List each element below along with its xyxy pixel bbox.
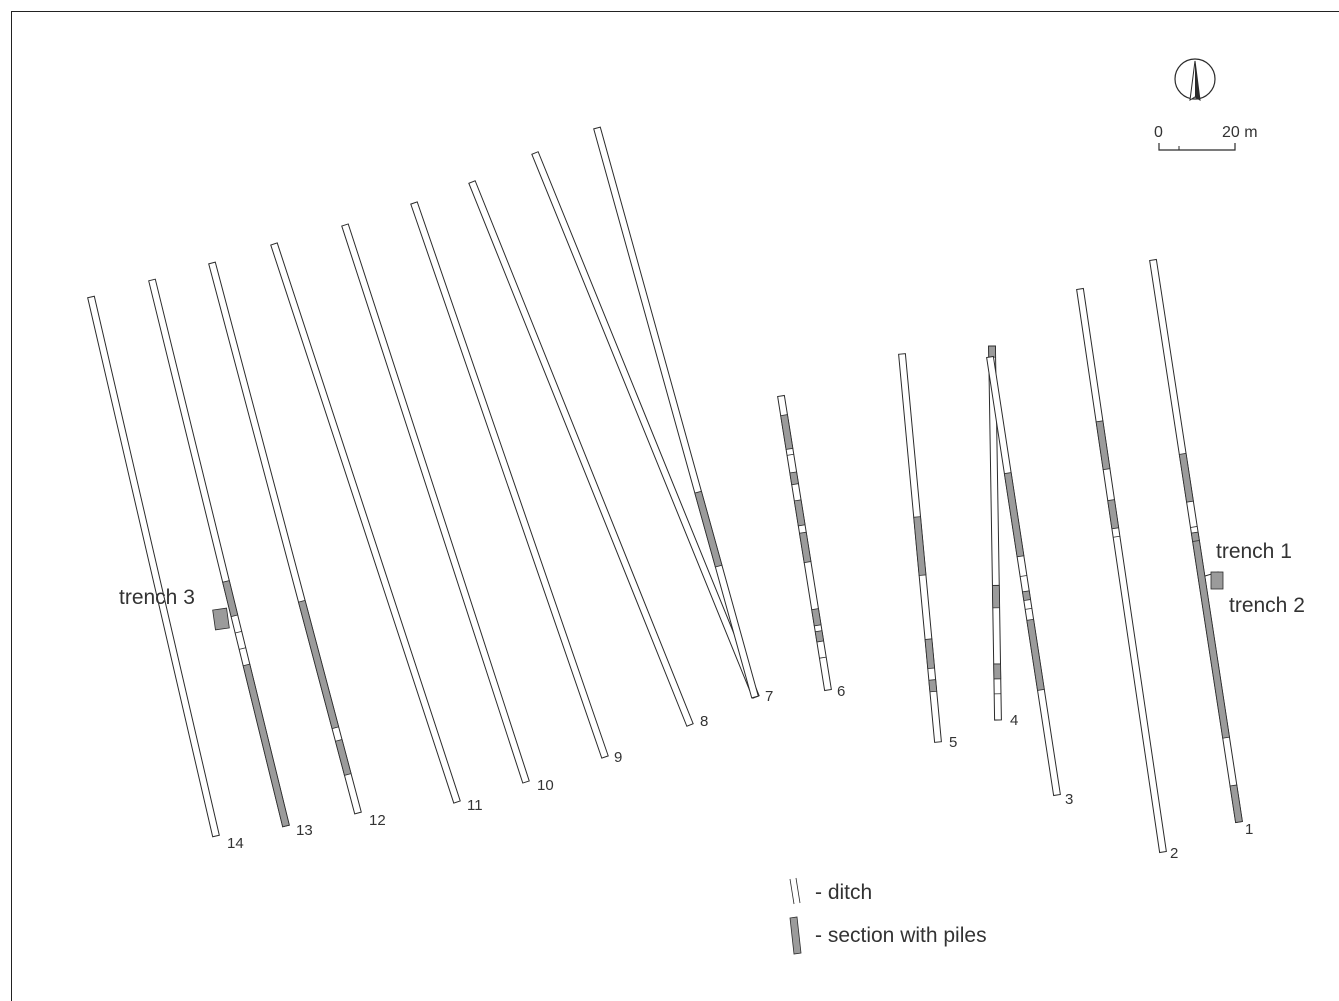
pile-section: [929, 680, 937, 692]
pile-section: [1022, 591, 1030, 601]
pile-section: [1004, 473, 1023, 557]
pile-section: [992, 585, 999, 608]
pile-section: [914, 517, 926, 576]
trench-2-label: trench 2: [1229, 594, 1305, 617]
ditch-number-label: 3: [1065, 791, 1073, 808]
ditch-number-label: 4: [1010, 712, 1018, 729]
pile-section: [1179, 453, 1193, 502]
pile-section: [1108, 500, 1119, 529]
legend-ditch-label: - ditch: [815, 881, 872, 904]
ditch-number-label: 12: [369, 812, 386, 829]
pile-section: [799, 532, 810, 562]
trench-1-label: trench 1: [1216, 540, 1292, 563]
ditch-number-label: 14: [227, 835, 244, 852]
pile-section: [1230, 785, 1242, 823]
ditch-number-label: 2: [1170, 845, 1178, 862]
north-arrow-icon: [1175, 59, 1215, 100]
trench-3-label: trench 3: [119, 586, 195, 609]
pile-section: [335, 740, 351, 776]
pile-section: [994, 664, 1001, 679]
trench-2-marker: [1211, 572, 1223, 589]
ditch-number-label: 5: [949, 734, 957, 751]
scale-start-label: 0: [1154, 124, 1163, 141]
ditch-layer: 14 13 12 11 10 9 8 7 6 5 4 3 2 1: [88, 127, 1254, 862]
ditch-6: [778, 395, 832, 690]
legend-ditch-symbol: [790, 878, 800, 904]
ditch-10: [342, 224, 529, 783]
ditch-number-label: 6: [837, 683, 845, 700]
ditch-number-label: 8: [700, 713, 708, 730]
ditch-5: [899, 354, 942, 743]
ditch-number-label: 7: [765, 688, 773, 705]
scale-end-label: 20 m: [1222, 124, 1258, 141]
legend: - ditch - section with piles: [790, 878, 987, 954]
ditch-number-label: 11: [467, 797, 483, 814]
pile-section: [781, 415, 793, 450]
pile-section: [815, 631, 823, 642]
pile-section: [1027, 619, 1044, 690]
ditch-outline: [1077, 289, 1167, 853]
scale-bar: 0 20 m: [1154, 124, 1258, 150]
trench-3: [213, 608, 230, 630]
pile-section: [989, 346, 996, 357]
trench-2: [1211, 572, 1223, 589]
trench-3-marker: [213, 608, 230, 630]
ditch-outline: [594, 127, 759, 698]
ditch-outline: [209, 262, 362, 814]
pile-section: [925, 639, 934, 669]
legend-piles-symbol: [790, 917, 801, 954]
ditch-6-upper: [594, 127, 759, 698]
pile-section: [299, 600, 339, 728]
ditch-number-label: 1: [1245, 821, 1253, 838]
ditch-2: [1077, 289, 1167, 853]
pile-section: [812, 609, 821, 626]
pile-section: [1096, 421, 1110, 470]
ditch-14: [88, 296, 220, 837]
ditch-11: [271, 243, 460, 803]
ditch-13: [149, 279, 290, 827]
ditch-number-label: 10: [537, 777, 554, 794]
ditch-12: [209, 262, 362, 814]
pile-section: [790, 472, 799, 485]
ditch-number-label: 13: [296, 822, 313, 839]
pile-section: [794, 500, 805, 526]
ditch-outline: [88, 296, 220, 837]
ditch-outline: [342, 224, 529, 783]
legend-piles-label: - section with piles: [815, 924, 987, 947]
ditch-number-label: 9: [614, 749, 622, 766]
pile-section: [243, 664, 289, 827]
ditch-outline: [271, 243, 460, 803]
